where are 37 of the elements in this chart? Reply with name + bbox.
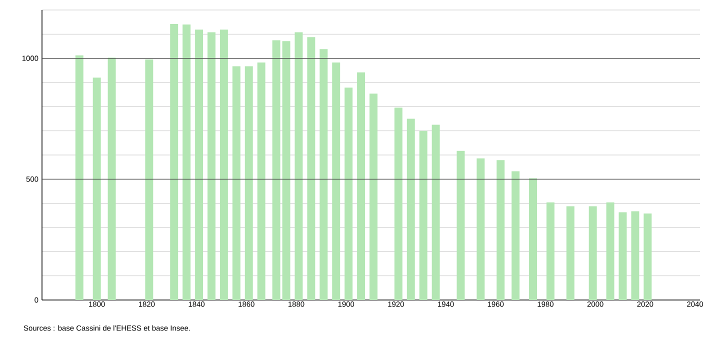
bar xyxy=(357,72,366,300)
bar xyxy=(232,66,240,300)
bar xyxy=(406,118,415,300)
bar xyxy=(432,124,440,300)
bar xyxy=(282,41,290,300)
bar xyxy=(244,66,253,300)
bar xyxy=(419,130,428,300)
bar xyxy=(182,24,191,300)
bar xyxy=(257,62,266,300)
bar xyxy=(220,30,228,300)
bar xyxy=(108,58,116,300)
bar xyxy=(512,171,520,300)
bar xyxy=(394,108,402,300)
bar xyxy=(566,206,574,300)
bar xyxy=(75,55,84,300)
bar xyxy=(631,211,640,300)
bar xyxy=(92,78,101,300)
bar xyxy=(294,32,303,300)
bar xyxy=(546,202,554,300)
bar xyxy=(644,213,652,300)
bar xyxy=(320,49,328,300)
bar xyxy=(588,206,597,300)
bar xyxy=(344,88,353,300)
bar xyxy=(618,212,627,300)
bar xyxy=(529,178,538,300)
bar xyxy=(145,60,154,300)
bar xyxy=(606,202,614,300)
bar xyxy=(170,24,178,300)
bar xyxy=(208,32,216,300)
bar xyxy=(476,158,485,300)
bar xyxy=(272,40,280,300)
bar xyxy=(332,62,340,300)
bar xyxy=(195,30,204,300)
bar xyxy=(456,150,465,300)
bar xyxy=(307,37,316,300)
bar xyxy=(370,94,378,300)
bar xyxy=(496,160,505,300)
